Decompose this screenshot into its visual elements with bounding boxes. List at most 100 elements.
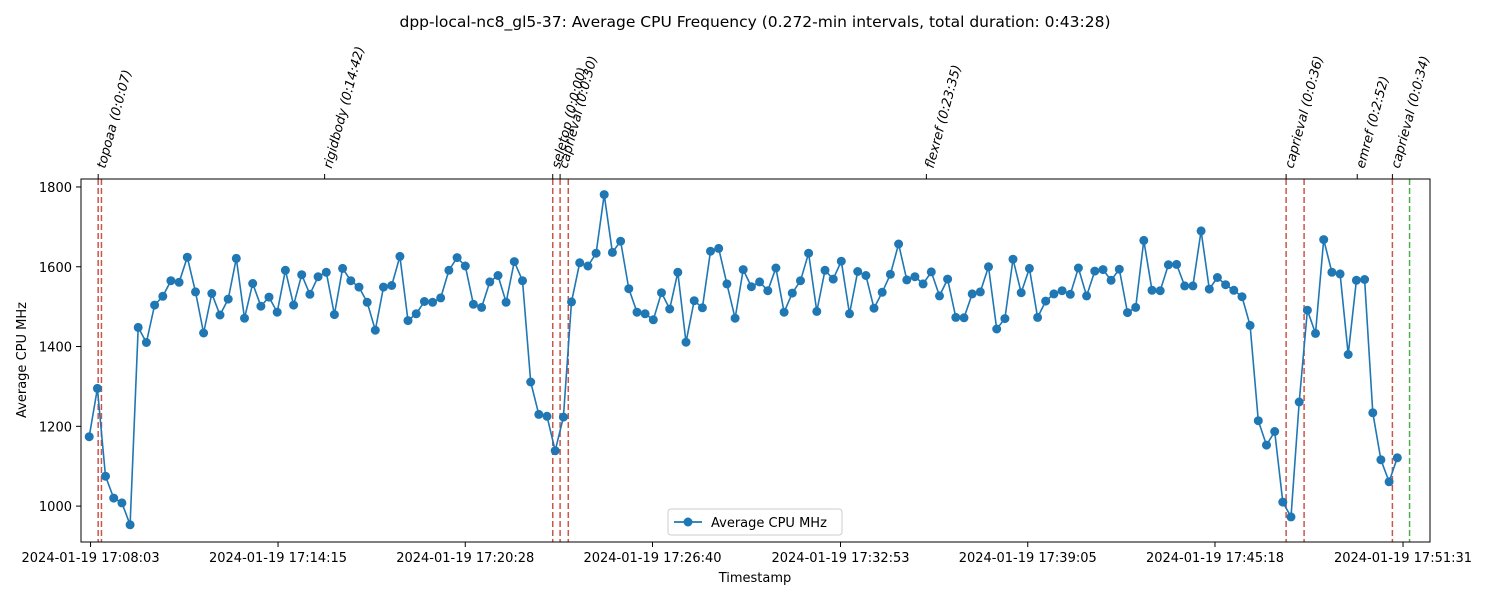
data-point — [1368, 408, 1378, 418]
data-point — [771, 263, 781, 273]
data-point — [1294, 397, 1304, 407]
data-point — [1221, 280, 1231, 290]
data-point — [673, 267, 683, 277]
data-point — [329, 310, 339, 320]
data-point — [583, 261, 593, 271]
data-point — [1147, 285, 1157, 295]
data-point — [1163, 260, 1173, 270]
data-point — [967, 289, 977, 299]
data-point — [1090, 266, 1100, 276]
data-point — [975, 287, 985, 297]
data-point — [256, 301, 266, 311]
data-point — [558, 412, 568, 422]
data-point — [1180, 281, 1190, 291]
data-point — [738, 265, 748, 275]
data-point — [1139, 235, 1149, 245]
data-point — [223, 294, 233, 304]
data-point — [542, 411, 552, 421]
data-point — [240, 313, 249, 323]
data-point — [1335, 269, 1345, 279]
data-point — [419, 297, 429, 306]
data-point — [763, 286, 773, 296]
data-point — [509, 257, 519, 267]
data-point — [812, 306, 822, 316]
data-point — [1155, 286, 1165, 296]
data-point — [109, 493, 119, 503]
data-point — [1286, 512, 1296, 522]
event-label: rigidbody (0:14:42) — [321, 45, 368, 170]
data-point — [346, 276, 356, 286]
data-point — [485, 277, 495, 287]
data-point — [297, 270, 307, 280]
data-point — [697, 303, 707, 313]
x-tick-label: 2024-01-19 17:32:53 — [771, 551, 909, 566]
x-tick-label: 2024-01-19 17:39:05 — [959, 551, 1097, 566]
legend-box — [667, 508, 843, 536]
data-point — [305, 289, 315, 299]
data-point — [1360, 275, 1370, 284]
data-point — [894, 239, 904, 249]
data-point — [943, 274, 953, 284]
data-point — [689, 296, 699, 306]
data-point — [1376, 455, 1386, 465]
event-label: topoaa (0:0:07) — [95, 68, 136, 170]
data-point — [796, 276, 805, 286]
data-point — [199, 328, 209, 338]
data-point — [403, 316, 413, 326]
data-point — [101, 471, 110, 481]
data-point — [648, 315, 658, 325]
data-point — [460, 261, 470, 271]
data-point — [1270, 427, 1280, 436]
y-axis: 1000 1200 1400 1600 1800 — [39, 181, 81, 515]
data-point — [387, 281, 397, 290]
data-point — [820, 265, 830, 275]
data-point — [640, 309, 650, 319]
data-point — [861, 271, 871, 280]
data-point — [902, 275, 912, 285]
data-point — [493, 271, 503, 280]
x-tick-label: 2024-01-19 17:51:31 — [1334, 551, 1472, 566]
x-tick-label: 2024-01-19 17:45:18 — [1146, 551, 1284, 566]
data-point — [280, 265, 290, 275]
data-point — [1008, 254, 1018, 264]
data-point — [992, 324, 1002, 334]
data-point — [1262, 440, 1271, 450]
data-point — [1057, 286, 1067, 296]
event-label: caprieval (0:0:34) — [1389, 54, 1433, 170]
data-point — [182, 252, 192, 262]
data-point — [1065, 289, 1075, 299]
series-layer — [84, 190, 1402, 530]
data-point — [1041, 296, 1051, 306]
data-point — [657, 288, 666, 298]
data-point — [1106, 275, 1116, 285]
data-point — [1253, 416, 1263, 426]
x-axis: 2024-01-19 17:08:03 2024-01-19 17:14:15 20… — [22, 542, 1472, 566]
data-point — [1302, 305, 1312, 315]
x-tick-label: 2024-01-19 17:08:03 — [22, 551, 160, 566]
event-markers — [97, 179, 1411, 542]
data-point — [1196, 226, 1206, 236]
data-point — [1327, 267, 1337, 277]
x-tick-label: 2024-01-19 17:20:28 — [396, 551, 534, 566]
data-point — [787, 288, 797, 298]
series-line — [88, 194, 1399, 526]
data-point — [411, 309, 421, 319]
data-point — [951, 312, 961, 322]
event-labels: topoaa (0:0:07) rigidbody (0:14:42) seleto… — [95, 45, 1433, 179]
y-tick-label: 1800 — [39, 181, 72, 196]
data-point — [338, 263, 348, 273]
data-point — [632, 307, 642, 317]
data-point — [133, 322, 143, 332]
data-point — [607, 247, 617, 257]
data-point — [1024, 263, 1034, 273]
data-point — [984, 262, 993, 272]
data-point — [1392, 453, 1402, 463]
legend: Average CPU MHz — [667, 508, 843, 536]
y-tick-label: 1200 — [39, 420, 72, 435]
data-point — [501, 297, 511, 307]
event-label: caprieval (0:0:36) — [1282, 54, 1326, 170]
y-tick-label: 1000 — [39, 500, 72, 515]
data-point — [444, 265, 454, 275]
data-point — [845, 309, 854, 319]
